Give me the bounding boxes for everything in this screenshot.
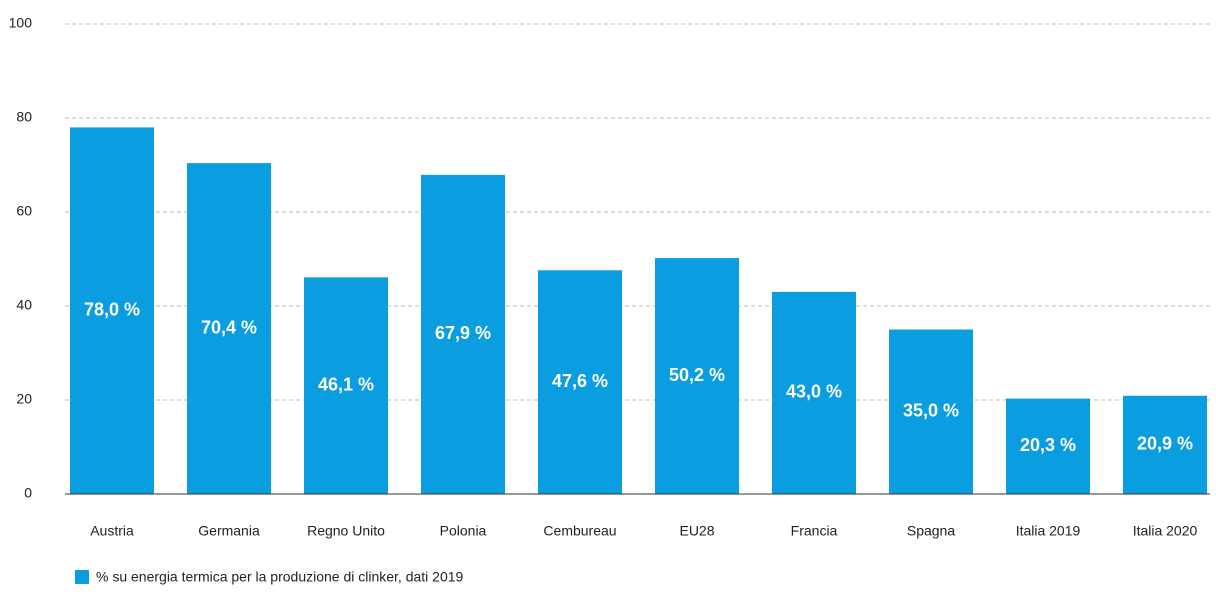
x-tick-label: Cembureau: [543, 523, 616, 539]
bar: [655, 258, 739, 494]
value-label: 43,0 %: [786, 382, 842, 402]
y-tick-label: 0: [24, 485, 32, 501]
bar: [187, 163, 271, 494]
bar: [1006, 398, 1090, 494]
y-tick-label: 80: [16, 109, 32, 125]
legend-label: % su energia termica per la produzione d…: [96, 569, 464, 585]
bar: [889, 329, 973, 494]
bar: [304, 277, 388, 494]
value-label: 46,1 %: [318, 374, 374, 394]
x-tick-label: Italia 2020: [1133, 523, 1198, 539]
bar: [772, 291, 856, 494]
value-label: 20,3 %: [1020, 435, 1076, 455]
x-tick-label: EU28: [679, 523, 714, 539]
y-tick-label: 60: [16, 203, 32, 219]
x-tick-label: Spagna: [907, 523, 955, 539]
bar: [70, 127, 154, 495]
x-tick-label: Regno Unito: [307, 523, 385, 539]
x-tick-label: Polonia: [440, 523, 487, 539]
value-label: 50,2 %: [669, 365, 725, 385]
x-tick-label: Germania: [198, 523, 260, 539]
bar: [421, 174, 505, 494]
bar: [538, 270, 622, 494]
x-tick-label: Italia 2019: [1016, 523, 1081, 539]
value-label: 70,4 %: [201, 317, 257, 337]
value-label: 20,9 %: [1137, 434, 1193, 454]
value-label: 67,9 %: [435, 323, 491, 343]
value-label: 35,0 %: [903, 401, 959, 421]
legend-swatch: [75, 570, 89, 584]
x-tick-label: Austria: [90, 523, 134, 539]
y-tick-label: 20: [16, 391, 32, 407]
value-label: 47,6 %: [552, 371, 608, 391]
y-tick-label: 100: [9, 15, 33, 31]
value-label: 78,0 %: [84, 299, 140, 319]
bar: [1123, 395, 1207, 494]
x-tick-label: Francia: [791, 523, 838, 539]
y-tick-label: 40: [16, 297, 32, 313]
